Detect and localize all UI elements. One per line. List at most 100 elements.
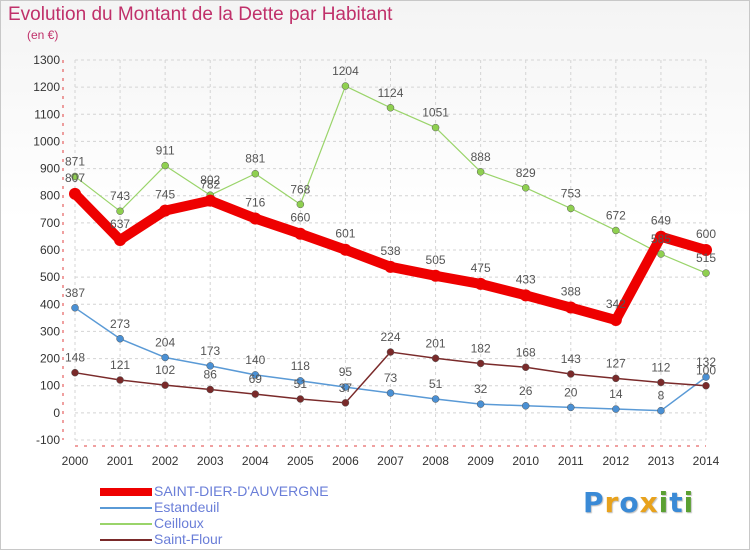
data-label: 782: [200, 178, 220, 192]
data-point: [249, 212, 262, 225]
legend-swatch: [100, 507, 152, 509]
data-label: 911: [156, 144, 175, 158]
data-label: 112: [651, 360, 670, 374]
legend-item: SAINT-DIER-D'AUVERGNE: [100, 483, 360, 500]
y-tick-label: 100: [40, 379, 60, 393]
data-label: 881: [245, 152, 265, 166]
x-tick-label: 2009: [467, 454, 494, 468]
x-tick-label: 2012: [603, 454, 630, 468]
x-tick-label: 2010: [512, 454, 539, 468]
data-point: [474, 277, 487, 290]
data-label: 388: [561, 285, 581, 299]
data-point: [251, 169, 260, 178]
data-label: 102: [155, 363, 175, 377]
data-label: 118: [291, 359, 310, 373]
data-point: [204, 194, 217, 207]
data-label: 168: [516, 345, 536, 359]
data-point: [431, 123, 440, 132]
logo-letter: P: [583, 486, 605, 519]
data-point: [612, 374, 620, 383]
data-point: [702, 373, 710, 381]
data-label: 871: [65, 154, 85, 168]
data-point: [476, 400, 485, 408]
data-point: [386, 104, 395, 112]
data-point: [521, 402, 530, 410]
data-point: [206, 385, 214, 394]
y-tick-label: 800: [40, 189, 60, 203]
data-label: 8: [658, 389, 665, 403]
data-point: [339, 243, 352, 256]
legend-item: Estandeuil: [100, 499, 360, 516]
data-point: [567, 204, 575, 213]
data-label: 649: [651, 214, 671, 228]
data-label: 433: [516, 272, 536, 286]
legend-swatch: [100, 523, 152, 525]
data-point: [159, 204, 172, 217]
legend-swatch: [100, 488, 152, 496]
data-label: 51: [429, 377, 443, 391]
data-point: [116, 335, 124, 343]
data-label: 807: [65, 171, 85, 185]
data-label: 173: [200, 344, 220, 358]
data-point: [567, 370, 575, 378]
logo-letter: r: [604, 486, 620, 519]
legend-label: Saint-Flour: [154, 531, 223, 547]
y-tick-label: 1300: [33, 53, 60, 67]
data-point: [702, 269, 710, 277]
data-label: 224: [380, 330, 400, 344]
data-label: 140: [245, 353, 265, 367]
data-label: 51: [294, 377, 308, 391]
data-label: 95: [339, 365, 353, 379]
x-tick-label: 2013: [648, 454, 675, 468]
data-label: 14: [609, 387, 623, 401]
data-label: 387: [65, 286, 85, 300]
data-point: [431, 354, 440, 363]
data-label: 121: [110, 358, 130, 372]
data-point: [700, 244, 712, 256]
data-point: [567, 403, 575, 412]
data-point: [612, 226, 620, 235]
x-tick-label: 2003: [197, 454, 224, 468]
data-point: [702, 381, 710, 390]
data-label: 342: [606, 297, 626, 311]
data-point: [116, 376, 124, 384]
data-label: 132: [696, 355, 716, 369]
data-point: [294, 227, 307, 240]
data-label: 601: [335, 227, 355, 241]
data-label: 743: [110, 189, 130, 203]
data-label: 73: [384, 371, 398, 385]
y-tick-label: -100: [36, 433, 60, 447]
logo-letter: x: [639, 486, 659, 519]
data-point: [476, 359, 485, 368]
data-label: 475: [471, 261, 491, 275]
data-label: 585: [651, 232, 671, 246]
data-point: [521, 184, 530, 192]
x-tick-label: 2011: [558, 454, 584, 468]
legend-swatch: [100, 539, 152, 541]
legend-label: Ceilloux: [154, 515, 204, 531]
chart-subtitle: (en €): [27, 28, 59, 42]
chart-legend: SAINT-DIER-D'AUVERGNE Estandeuil Ceilloux S…: [100, 483, 360, 548]
data-label: 600: [696, 227, 716, 241]
data-label: 802: [200, 173, 220, 187]
data-point: [296, 377, 305, 385]
data-label: 20: [564, 385, 578, 399]
data-label: 182: [471, 341, 491, 355]
data-point: [161, 161, 169, 170]
data-point: [251, 371, 260, 379]
data-point: [521, 363, 530, 372]
data-label: 86: [204, 368, 218, 382]
chart-title: Evolution du Montant de la Dette par Hab…: [8, 4, 393, 25]
data-point: [476, 168, 485, 176]
data-point: [114, 233, 127, 246]
data-label: 1051: [422, 106, 449, 120]
data-label: 660: [290, 211, 310, 225]
data-point: [161, 353, 169, 362]
data-label: 143: [561, 352, 581, 366]
data-label: 753: [561, 186, 581, 200]
y-tick-label: 900: [40, 162, 60, 176]
y-tick-label: 400: [40, 297, 60, 311]
data-point: [341, 82, 350, 90]
data-point: [564, 301, 577, 314]
data-point: [384, 260, 397, 273]
